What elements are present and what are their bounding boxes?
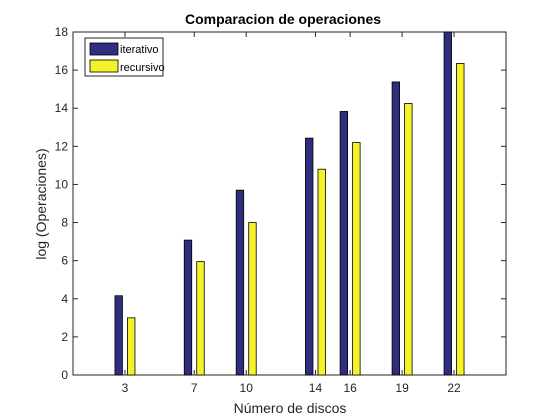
chart-title: Comparacion de operaciones (185, 11, 381, 27)
legend-label-recursivo: recursivo (120, 62, 165, 74)
bar-iterativo-19 (391, 81, 400, 376)
x-tick-label: 3 (122, 381, 129, 395)
plot-frame (72, 31, 507, 376)
y-tick-label: 14 (55, 101, 69, 115)
y-tick-label: 8 (61, 216, 68, 230)
y-axis-label: log (Operaciones) (33, 148, 49, 259)
bar-recursivo-10 (248, 222, 257, 376)
y-tick-label: 16 (55, 63, 69, 77)
bar-iterativo-7 (183, 239, 193, 376)
legend: iterativo recursivo (84, 37, 165, 77)
bar-recursivo-7 (196, 261, 205, 376)
y-tick-label: 10 (55, 177, 69, 191)
y-tick-label: 6 (61, 254, 68, 268)
y-tick-label: 2 (61, 330, 68, 344)
x-axis-ticks: 3 7 10 14 16 19 22 (122, 32, 461, 395)
bar-iterativo-3 (114, 295, 123, 376)
x-tick-label: 10 (240, 381, 254, 395)
y-tick-label: 18 (55, 25, 69, 39)
bar-recursivo-3 (127, 317, 136, 376)
x-tick-label: 19 (395, 381, 409, 395)
legend-label-iterativo: iterativo (120, 44, 159, 56)
legend-swatch-iterativo (89, 42, 119, 56)
bar-recursivo-22 (456, 63, 465, 376)
y-tick-label: 4 (61, 292, 68, 306)
x-tick-label: 16 (343, 381, 357, 395)
bar-recursivo-14 (317, 168, 326, 376)
x-tick-label: 22 (447, 381, 461, 395)
bar-iterativo-16 (339, 111, 349, 376)
x-tick-label: 7 (191, 381, 198, 395)
y-tick-label: 12 (55, 139, 69, 153)
bar-iterativo-22 (443, 31, 452, 376)
plot-area: 0 2 4 6 8 10 12 14 16 18 3 7 10 14 16 19 22 (55, 25, 507, 395)
x-tick-label: 14 (309, 381, 323, 395)
bar-group (114, 31, 465, 376)
x-axis-label: Número de discos (234, 400, 347, 416)
bar-iterativo-14 (305, 137, 314, 376)
bar-iterativo-10 (235, 189, 245, 376)
bar-recursivo-19 (404, 103, 413, 376)
legend-swatch-recursivo (89, 59, 119, 73)
y-axis-ticks: 0 2 4 6 8 10 12 14 16 18 (55, 25, 506, 382)
bar-recursivo-16 (352, 142, 361, 376)
y-tick-label: 0 (61, 368, 68, 382)
